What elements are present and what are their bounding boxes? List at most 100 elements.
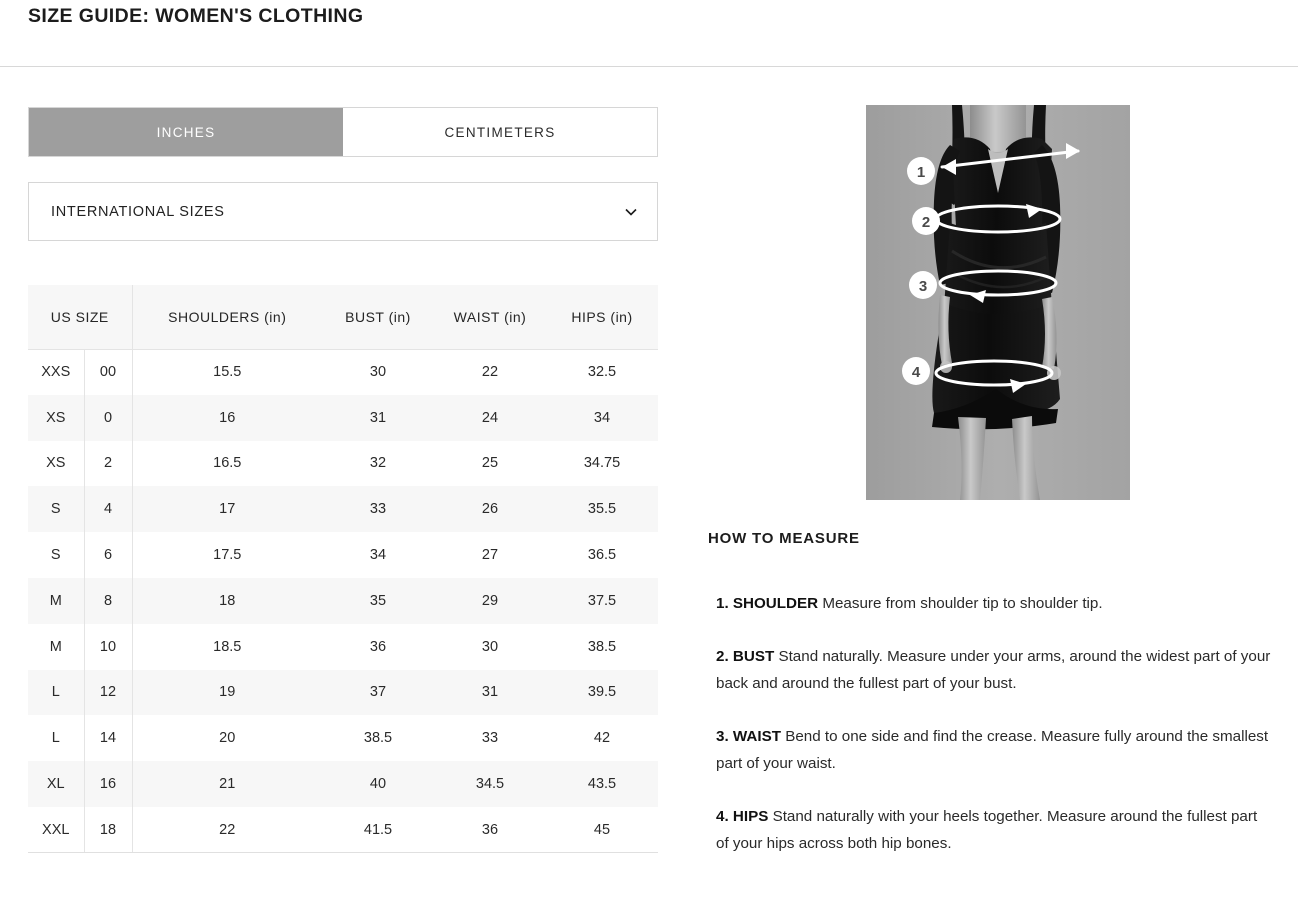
table-row: S 6 17.5 34 27 36.5	[28, 532, 658, 578]
column-header-bust: BUST (in)	[322, 285, 434, 350]
size-chart-panel: INCHES CENTIMETERS INTERNATIONAL SIZES U…	[28, 107, 658, 854]
measure-step-bust: 2. BUST Stand naturally. Measure under y…	[708, 643, 1273, 697]
hips-cell: 43.5	[587, 776, 617, 793]
size-cell-number: 0	[84, 394, 133, 441]
column-header-shoulders: SHOULDERS (in)	[132, 285, 322, 350]
tab-inches[interactable]: INCHES	[29, 108, 343, 156]
size-cell-letter: L	[28, 715, 85, 762]
table-body: XXS 00 15.5 30 22 32.5 XS 0 16 31 24 34 XS 2 16.5 32 25 3…	[28, 349, 658, 854]
shoulders-cell: 22	[132, 806, 322, 854]
measure-step-text: Bend to one side and find the crease. Me…	[716, 728, 1269, 773]
size-cell-letter: XS	[28, 440, 85, 487]
table-row: XXS 00 15.5 30 22 32.5	[28, 349, 658, 395]
bust-cell: 36	[369, 638, 387, 655]
size-table: US SIZE SHOULDERS (in) BUST (in) WAIST (…	[28, 285, 658, 854]
hips-cell: 42	[593, 730, 611, 747]
hips-cell: 35.5	[587, 501, 617, 518]
hips-cell: 34	[593, 409, 611, 426]
waist-cell: 30	[481, 638, 499, 655]
size-cell-letter: S	[28, 532, 85, 578]
table-header-row: US SIZE SHOULDERS (in) BUST (in) WAIST (…	[28, 285, 658, 350]
title-divider	[0, 66, 1298, 67]
hips-cell: 38.5	[587, 638, 617, 655]
size-system-dropdown[interactable]: INTERNATIONAL SIZES	[28, 182, 658, 241]
svg-text:1: 1	[917, 164, 925, 181]
size-system-value: INTERNATIONAL SIZES	[51, 203, 225, 220]
size-cell-number: 12	[84, 669, 133, 716]
waist-cell: 26	[481, 501, 499, 518]
column-header-us-size: US SIZE	[28, 285, 133, 350]
size-cell-number: 6	[84, 532, 133, 578]
measure-step-label: 2. BUST	[716, 648, 775, 666]
waist-cell: 25	[481, 455, 499, 472]
size-cell-letter: S	[28, 486, 85, 533]
table-row: XXL 18 22 41.5 36 45	[28, 806, 658, 854]
table-row: S 4 17 33 26 35.5	[28, 486, 658, 533]
how-to-measure-title: HOW TO MEASURE	[708, 530, 860, 547]
shoulders-cell: 17	[219, 501, 236, 518]
shoulders-cell: 18.5	[213, 638, 242, 655]
tab-centimeters[interactable]: CENTIMETERS	[343, 108, 657, 156]
table-row: XS 2 16.5 32 25 34.75	[28, 440, 658, 487]
chevron-down-icon	[623, 204, 639, 220]
shoulders-cell: 19	[219, 684, 236, 701]
size-cell-number: 8	[84, 577, 133, 624]
bust-cell: 35	[369, 592, 387, 609]
size-cell-letter: M	[28, 623, 85, 670]
waist-cell: 27	[481, 547, 499, 564]
waist-cell: 33	[481, 730, 499, 747]
waist-cell: 31	[481, 684, 499, 701]
size-cell-number: 16	[84, 761, 133, 807]
hips-cell: 34.75	[583, 455, 621, 472]
measure-step-hips: 4. HIPS Stand naturally with your heels …	[708, 803, 1273, 857]
waist-cell: 34.5	[475, 776, 505, 793]
size-cell-letter: XL	[28, 761, 85, 807]
measure-step-label: 1. SHOULDER	[716, 595, 819, 613]
measure-step-text: Stand naturally with your heels together…	[716, 808, 1258, 853]
shoulders-cell: 15.5	[213, 364, 242, 381]
shoulders-cell: 16.5	[213, 455, 242, 472]
bust-cell: 37	[369, 684, 387, 701]
shoulders-cell: 16	[219, 409, 236, 426]
size-cell-number: 14	[84, 715, 133, 762]
page-title: SIZE GUIDE: WOMEN'S CLOTHING	[28, 5, 364, 27]
size-cell-letter: XXL	[28, 806, 85, 854]
hips-cell: 32.5	[587, 364, 617, 381]
shoulders-cell: 21	[219, 776, 236, 793]
bust-cell: 33	[369, 501, 387, 518]
table-row: XL 16 21 40 34.5 43.5	[28, 761, 658, 807]
measure-step-waist: 3. WAIST Bend to one side and find the c…	[708, 723, 1273, 777]
bust-cell: 32	[369, 455, 387, 472]
shoulders-cell: 20	[219, 730, 236, 747]
waist-cell: 29	[481, 592, 499, 609]
size-cell-number: 18	[84, 806, 133, 854]
hips-cell: 36.5	[587, 547, 617, 564]
hips-cell: 39.5	[587, 684, 617, 701]
svg-text:4: 4	[912, 364, 921, 381]
bust-cell: 41.5	[322, 806, 434, 854]
svg-text:3: 3	[919, 278, 927, 295]
hips-cell: 45	[546, 806, 658, 854]
bust-cell: 40	[369, 776, 387, 793]
size-cell-number: 00	[84, 349, 133, 395]
table-row: M 10 18.5 36 30 38.5	[28, 623, 658, 670]
bust-cell: 31	[369, 409, 387, 426]
measure-step-text: Stand naturally. Measure under your arms…	[716, 648, 1271, 693]
model-figure-image: 1 2 3 4	[866, 105, 1130, 500]
size-cell-number: 10	[84, 623, 133, 670]
size-cell-letter: M	[28, 577, 85, 624]
table-row: L 14 20 38.5 33 42	[28, 715, 658, 762]
waist-cell: 36	[434, 806, 546, 854]
table-row: M 8 18 35 29 37.5	[28, 577, 658, 624]
size-cell-letter: XXS	[28, 349, 85, 395]
bust-cell: 38.5	[363, 730, 393, 747]
measure-step-label: 4. HIPS	[716, 808, 769, 826]
waist-cell: 22	[481, 364, 499, 381]
column-header-hips: HIPS (in)	[546, 285, 658, 350]
size-cell-number: 2	[84, 440, 133, 487]
size-cell-letter: XS	[28, 394, 85, 441]
unit-tab-bar: INCHES CENTIMETERS	[28, 107, 658, 157]
shoulders-cell: 18	[219, 592, 236, 609]
waist-cell: 24	[481, 409, 499, 426]
measure-step-shoulder: 1. SHOULDER Measure from shoulder tip to…	[708, 590, 1273, 617]
